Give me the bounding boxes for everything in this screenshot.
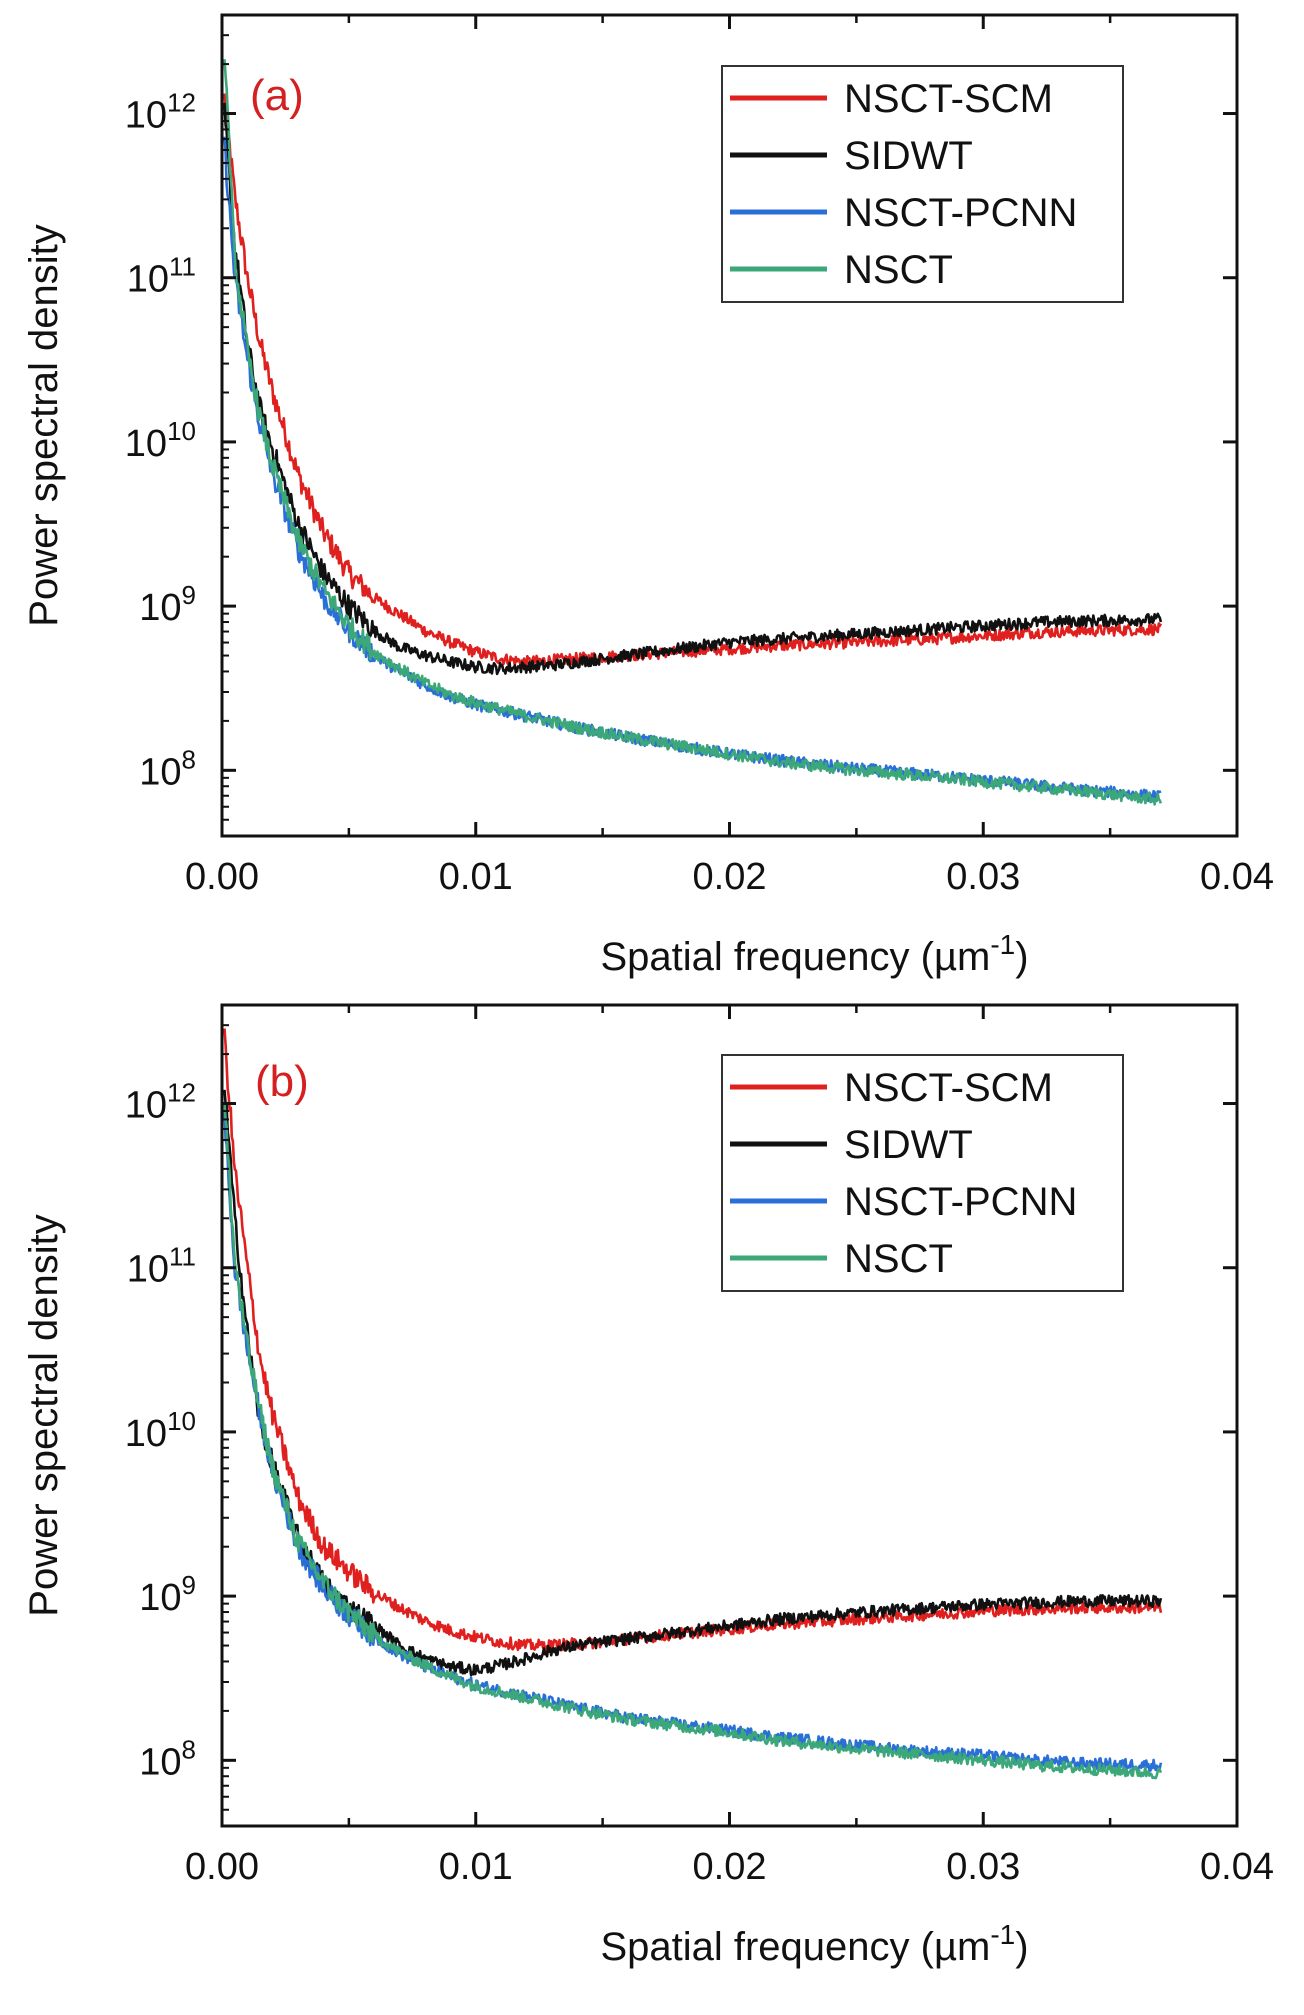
x-tick-label: 0.00 xyxy=(185,1846,259,1888)
legend-label: NSCT xyxy=(844,1237,953,1281)
x-tick-label: 0.04 xyxy=(1200,1846,1274,1888)
y-tick-label: 1012 xyxy=(125,88,196,137)
y-tick-label: 1011 xyxy=(127,1242,196,1291)
x-axis-title: Spatial frequency (µm-1) xyxy=(600,1919,1028,1969)
x-tick-label: 0.03 xyxy=(946,856,1020,898)
legend-box xyxy=(721,1054,1124,1292)
series-lines xyxy=(223,1028,1163,1780)
series-line-nsct-scm xyxy=(223,1028,1163,1653)
y-axis-title: Power spectral density xyxy=(22,224,66,626)
series-line-nsct xyxy=(223,59,1163,806)
chart-panel-b: 0.00 0.01 0.02 0.03 0.04 108 109 1010 1011 1012 Sp… xyxy=(22,1003,1274,1969)
y-axis-title: Power spectral density xyxy=(22,1214,66,1616)
legend-label: SIDWT xyxy=(844,134,973,178)
y-tick-label: 109 xyxy=(139,580,196,629)
legend-box xyxy=(721,65,1124,303)
legend-label: NSCT xyxy=(844,248,953,292)
legend: NSCT-SCM SIDWT NSCT-PCNN NSCT xyxy=(721,65,1124,303)
legend-label: NSCT-PCNN xyxy=(844,1180,1077,1224)
x-tick-label: 0.04 xyxy=(1200,856,1274,898)
x-tick-label: 0.01 xyxy=(439,1846,513,1888)
panel-label: (a) xyxy=(250,71,304,120)
x-tick-label: 0.03 xyxy=(946,1846,1020,1888)
legend: NSCT-SCM SIDWT NSCT-PCNN NSCT xyxy=(721,1054,1124,1292)
legend-label: NSCT-SCM xyxy=(844,1066,1053,1110)
y-tick-label: 108 xyxy=(139,1734,196,1783)
series-line-nsct xyxy=(223,1102,1163,1780)
y-tick-label: 1010 xyxy=(125,416,196,465)
series-line-sidwt xyxy=(223,1089,1163,1677)
series-line-sidwt xyxy=(223,102,1163,676)
x-tick-label: 0.00 xyxy=(185,856,259,898)
x-tick-label: 0.02 xyxy=(693,1846,767,1888)
y-tick-label: 1012 xyxy=(125,1078,196,1127)
series-lines xyxy=(223,59,1163,806)
y-tick-label: 109 xyxy=(139,1570,196,1619)
x-axis-title: Spatial frequency (µm-1) xyxy=(600,929,1028,979)
series-line-nsct-scm xyxy=(223,93,1163,669)
legend-label: SIDWT xyxy=(844,1123,973,1167)
y-tick-label: 1011 xyxy=(127,252,196,301)
series-line-nsct-pcnn xyxy=(223,136,1162,803)
x-tick-label: 0.01 xyxy=(439,856,513,898)
y-tick-label: 108 xyxy=(139,744,196,793)
y-tick-label: 1010 xyxy=(125,1406,196,1455)
chart-panel-a: 0.00 0.01 0.02 0.03 0.04 108 109 1010 1011 1012 Sp… xyxy=(22,13,1274,979)
legend-label: NSCT-PCNN xyxy=(844,191,1077,235)
legend-label: NSCT-SCM xyxy=(844,77,1053,121)
x-tick-label: 0.02 xyxy=(693,856,767,898)
panel-label: (b) xyxy=(255,1057,309,1106)
